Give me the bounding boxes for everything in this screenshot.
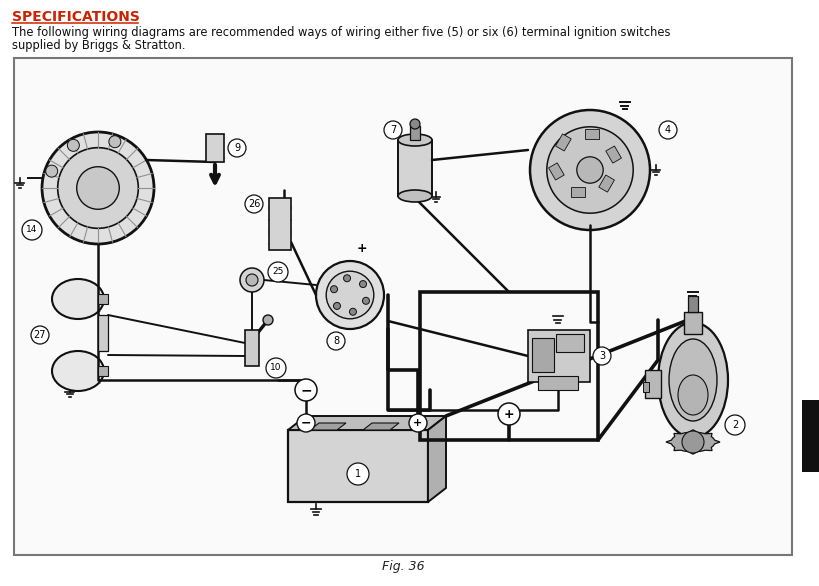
Bar bbox=[645, 370, 660, 398]
Text: 7: 7 bbox=[389, 125, 396, 135]
Text: −: − bbox=[300, 383, 311, 397]
Text: +: + bbox=[413, 418, 422, 428]
Bar bbox=[269, 198, 291, 250]
Circle shape bbox=[22, 220, 42, 240]
Circle shape bbox=[315, 261, 383, 329]
Text: +: + bbox=[503, 407, 514, 421]
Text: Fig. 36: Fig. 36 bbox=[381, 560, 423, 573]
Ellipse shape bbox=[397, 190, 432, 202]
Text: 27: 27 bbox=[34, 330, 46, 340]
Bar bbox=[245, 330, 259, 366]
Bar bbox=[98, 294, 108, 304]
Text: 3: 3 bbox=[598, 351, 604, 361]
Bar bbox=[206, 134, 224, 162]
Bar bbox=[555, 334, 583, 352]
Circle shape bbox=[383, 121, 401, 139]
Bar bbox=[683, 312, 701, 334]
Circle shape bbox=[658, 121, 676, 139]
Ellipse shape bbox=[52, 351, 104, 391]
Bar bbox=[98, 315, 108, 351]
Bar bbox=[287, 430, 428, 502]
Circle shape bbox=[330, 286, 337, 292]
Text: −: − bbox=[301, 417, 311, 430]
Bar bbox=[584, 129, 598, 139]
Bar bbox=[642, 382, 648, 392]
Circle shape bbox=[681, 431, 704, 453]
Circle shape bbox=[410, 119, 419, 129]
Circle shape bbox=[296, 414, 314, 432]
Circle shape bbox=[31, 326, 49, 344]
Text: The following wiring diagrams are recommended ways of wiring either five (5) or : The following wiring diagrams are recomm… bbox=[12, 26, 670, 39]
Circle shape bbox=[576, 157, 603, 183]
Polygon shape bbox=[428, 416, 446, 502]
Circle shape bbox=[724, 415, 744, 435]
Text: 14: 14 bbox=[26, 226, 38, 234]
Polygon shape bbox=[665, 430, 719, 454]
Polygon shape bbox=[287, 416, 446, 430]
Bar bbox=[598, 175, 613, 192]
Bar bbox=[419, 292, 597, 440]
Circle shape bbox=[42, 132, 154, 244]
Bar bbox=[537, 376, 577, 390]
Bar bbox=[98, 366, 108, 376]
Circle shape bbox=[346, 463, 369, 485]
Circle shape bbox=[343, 275, 350, 282]
Text: 10: 10 bbox=[270, 363, 282, 373]
Bar bbox=[605, 146, 621, 163]
Circle shape bbox=[409, 414, 427, 432]
Circle shape bbox=[327, 332, 345, 350]
Circle shape bbox=[67, 139, 79, 151]
Text: 2: 2 bbox=[731, 420, 737, 430]
Bar bbox=[687, 296, 697, 312]
Bar bbox=[532, 338, 554, 372]
Text: 25: 25 bbox=[272, 267, 283, 277]
Circle shape bbox=[263, 315, 273, 325]
Circle shape bbox=[57, 148, 138, 229]
Bar bbox=[548, 163, 563, 180]
Bar bbox=[14, 58, 791, 555]
Text: +: + bbox=[356, 242, 367, 255]
Ellipse shape bbox=[397, 134, 432, 146]
Circle shape bbox=[245, 195, 263, 213]
Circle shape bbox=[359, 281, 366, 288]
Circle shape bbox=[268, 262, 287, 282]
Circle shape bbox=[109, 136, 120, 148]
Circle shape bbox=[77, 167, 119, 209]
Text: 9: 9 bbox=[233, 143, 240, 153]
Text: supplied by Briggs & Stratton.: supplied by Briggs & Stratton. bbox=[12, 39, 185, 52]
Ellipse shape bbox=[677, 375, 707, 415]
Circle shape bbox=[592, 347, 610, 365]
Bar bbox=[527, 330, 590, 382]
Bar bbox=[410, 126, 419, 140]
Text: 8: 8 bbox=[333, 336, 338, 346]
Circle shape bbox=[349, 308, 356, 315]
Text: 4: 4 bbox=[664, 125, 670, 135]
Ellipse shape bbox=[668, 339, 716, 421]
Bar bbox=[570, 187, 584, 197]
Circle shape bbox=[362, 297, 369, 304]
Ellipse shape bbox=[657, 322, 727, 438]
Text: SPECIFICATIONS: SPECIFICATIONS bbox=[12, 10, 140, 24]
Circle shape bbox=[46, 165, 57, 177]
Polygon shape bbox=[363, 423, 399, 430]
Bar bbox=[555, 134, 571, 151]
Circle shape bbox=[497, 403, 519, 425]
Polygon shape bbox=[310, 423, 346, 430]
Circle shape bbox=[240, 268, 264, 292]
Bar bbox=[397, 140, 432, 196]
Circle shape bbox=[265, 358, 286, 378]
Circle shape bbox=[333, 302, 340, 309]
Text: 26: 26 bbox=[247, 199, 260, 209]
Circle shape bbox=[529, 110, 649, 230]
Circle shape bbox=[295, 379, 317, 401]
Circle shape bbox=[228, 139, 246, 157]
Ellipse shape bbox=[52, 279, 104, 319]
Circle shape bbox=[546, 127, 632, 213]
Circle shape bbox=[326, 271, 373, 319]
Text: −: − bbox=[355, 292, 368, 306]
Circle shape bbox=[246, 274, 258, 286]
Text: 1: 1 bbox=[355, 469, 360, 479]
Bar bbox=[801, 400, 819, 472]
